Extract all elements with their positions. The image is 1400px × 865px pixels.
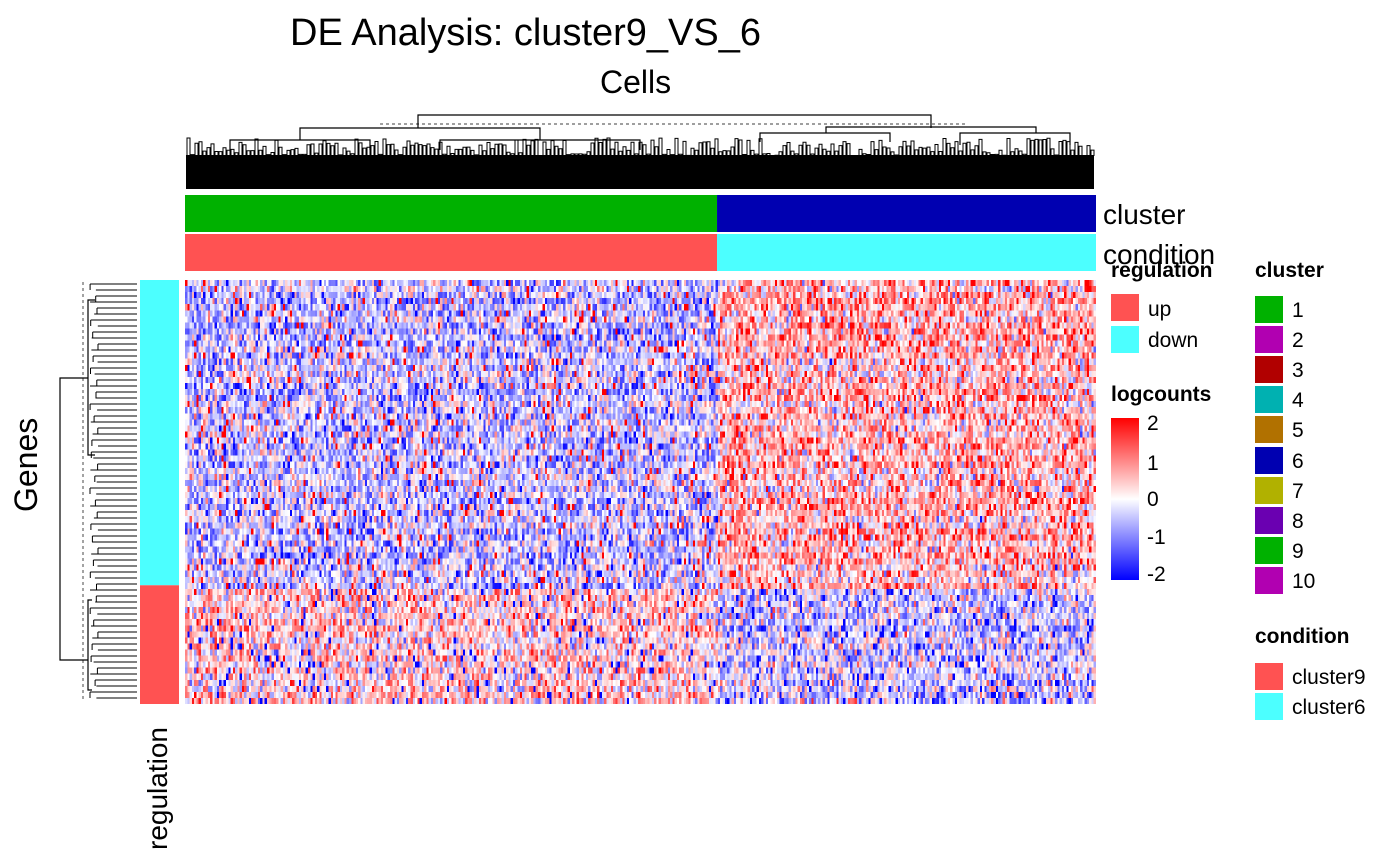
logcounts-tick-1: 1 bbox=[1147, 452, 1159, 475]
legend-swatch-cluster-2 bbox=[1255, 326, 1283, 354]
row-annotation-up bbox=[140, 585, 179, 704]
row-dendrogram bbox=[59, 282, 137, 702]
legend-swatch-cluster-7 bbox=[1255, 476, 1283, 504]
column-dendrogram-leaves bbox=[186, 155, 1094, 189]
column-annotation-cluster-segment-1 bbox=[185, 195, 718, 232]
legend-swatch-cluster-1 bbox=[1255, 296, 1283, 323]
legend-swatch-cluster6 bbox=[1255, 693, 1283, 720]
legend-label-cluster-7: 7 bbox=[1292, 479, 1304, 503]
legend-swatch-cluster-6 bbox=[1255, 446, 1283, 474]
legend-label-cluster-4: 4 bbox=[1292, 389, 1304, 413]
logcounts-tick-0: 0 bbox=[1147, 488, 1159, 511]
legend-label-cluster-2: 2 bbox=[1292, 329, 1304, 353]
legend-label-cluster-8: 8 bbox=[1292, 509, 1304, 533]
column-dendrogram bbox=[186, 114, 1095, 189]
legend-label-cluster-5: 5 bbox=[1292, 419, 1304, 443]
legend-swatch-cluster-4 bbox=[1255, 386, 1283, 414]
column-dendrogram-leaf-branches bbox=[186, 137, 1095, 157]
legend-swatch-cluster-3 bbox=[1255, 356, 1283, 384]
logcounts-legend-title: logcounts bbox=[1111, 383, 1212, 406]
column-dendrogram-root bbox=[417, 114, 932, 128]
row-dendrogram-root bbox=[59, 377, 88, 661]
legend-label-cluster6: cluster6 bbox=[1292, 696, 1366, 719]
logcounts-tick-neg2: -2 bbox=[1147, 563, 1166, 586]
legend-swatch-cluster9 bbox=[1255, 663, 1283, 690]
legend-swatch-up bbox=[1111, 294, 1139, 321]
legend-label-down: down bbox=[1148, 329, 1199, 352]
row-annotation-down bbox=[140, 280, 179, 586]
legend-swatch-cluster-8 bbox=[1255, 506, 1283, 534]
legend-label-cluster-10: 10 bbox=[1292, 569, 1316, 593]
legend-swatch-cluster-9 bbox=[1255, 536, 1283, 564]
column-annotation-condition-segment-1 bbox=[185, 234, 718, 271]
chart-title: DE Analysis: cluster9_VS_6 bbox=[290, 12, 762, 54]
column-title: Cells bbox=[600, 64, 672, 100]
column-dendrogram-left-branch bbox=[299, 127, 541, 140]
regulation-annotation-label: regulation bbox=[142, 727, 173, 850]
legend-label-cluster9: cluster9 bbox=[1292, 666, 1366, 689]
legend-swatch-cluster-10 bbox=[1255, 566, 1283, 594]
regulation-legend-title: regulation bbox=[1111, 259, 1213, 282]
row-title: Genes bbox=[8, 417, 44, 512]
row-dendrogram-leaves bbox=[90, 283, 137, 699]
column-dendrogram-subbranches bbox=[229, 132, 1071, 150]
cluster-annotation-label: cluster bbox=[1103, 199, 1186, 230]
logcounts-colorbar bbox=[1111, 418, 1139, 580]
column-annotation-cluster-segment-2 bbox=[717, 195, 1096, 232]
logcounts-tick-2: 2 bbox=[1147, 412, 1159, 435]
legend-swatch-down bbox=[1111, 326, 1139, 353]
logcounts-tick-neg1: -1 bbox=[1147, 526, 1166, 549]
condition-annotation-label: condition bbox=[1103, 239, 1216, 270]
legend-swatch-cluster-5 bbox=[1255, 416, 1283, 444]
column-dendrogram-right-branch bbox=[825, 126, 1037, 133]
legend-label-cluster-1: 1 bbox=[1292, 299, 1304, 322]
condition-legend-title: condition bbox=[1255, 625, 1350, 648]
row-dendrogram-joins bbox=[89, 284, 99, 698]
row-dendrogram-branches bbox=[87, 299, 95, 691]
legend-label-up: up bbox=[1148, 298, 1172, 321]
column-annotation-condition-segment-2 bbox=[717, 234, 1096, 271]
legend-label-cluster-3: 3 bbox=[1292, 359, 1304, 383]
legend-label-cluster-6: 6 bbox=[1292, 449, 1304, 473]
cluster-legend-title: cluster bbox=[1255, 259, 1324, 282]
legend-label-cluster-9: 9 bbox=[1292, 539, 1304, 563]
heatmap-cells bbox=[185, 280, 1096, 704]
